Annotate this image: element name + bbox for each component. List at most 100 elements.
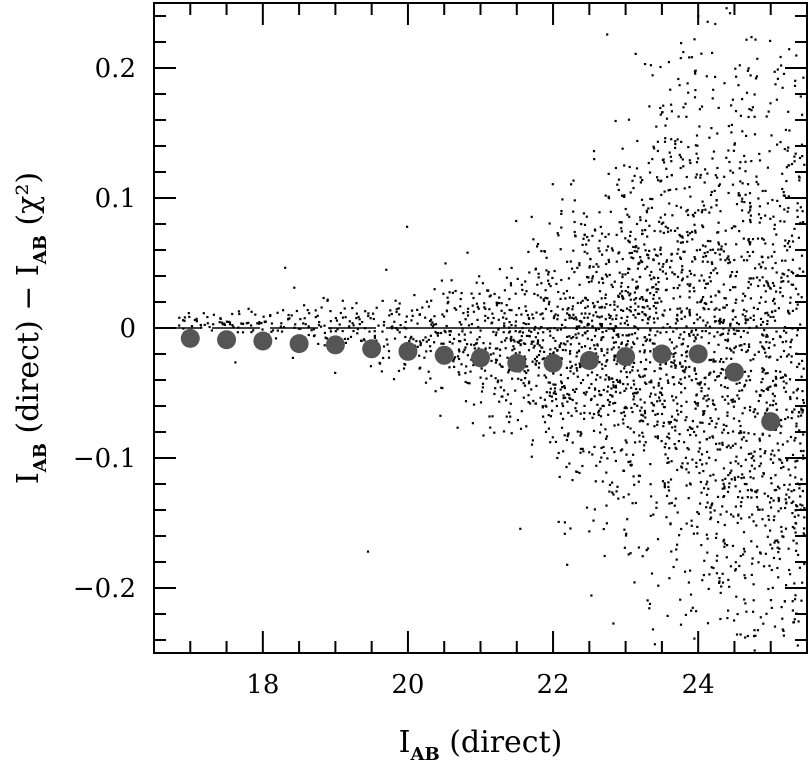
object-point xyxy=(539,396,542,399)
object-point xyxy=(729,322,732,325)
object-point xyxy=(569,360,572,363)
object-point xyxy=(756,629,760,632)
object-point xyxy=(719,334,722,337)
object-point xyxy=(737,192,740,195)
object-point xyxy=(647,161,650,165)
object-point xyxy=(553,390,556,393)
object-point xyxy=(779,291,782,294)
object-point xyxy=(685,115,688,118)
object-point xyxy=(536,332,540,335)
object-point xyxy=(751,238,755,241)
object-point xyxy=(650,278,653,281)
object-point xyxy=(772,399,775,402)
object-point xyxy=(787,353,790,356)
object-point xyxy=(250,331,253,334)
object-point xyxy=(654,301,657,304)
object-point xyxy=(626,383,629,386)
object-point xyxy=(719,513,722,516)
object-point xyxy=(734,485,737,488)
object-point xyxy=(687,448,690,451)
object-point xyxy=(787,164,790,167)
object-point xyxy=(592,429,596,432)
object-point xyxy=(738,64,741,67)
object-point xyxy=(569,370,572,373)
object-point xyxy=(786,275,789,278)
object-point xyxy=(503,339,507,342)
object-point xyxy=(799,323,802,326)
object-point xyxy=(666,227,669,230)
object-point xyxy=(567,307,570,310)
object-point xyxy=(551,276,554,280)
object-point xyxy=(773,344,776,347)
object-point xyxy=(802,367,805,370)
object-point xyxy=(451,291,454,294)
object-point xyxy=(505,304,508,307)
object-point xyxy=(702,204,705,207)
object-point xyxy=(740,477,743,480)
object-point xyxy=(282,309,285,312)
object-point xyxy=(220,321,224,324)
object-point xyxy=(534,268,537,271)
object-point xyxy=(735,633,739,636)
object-point xyxy=(685,400,688,403)
object-point xyxy=(368,330,371,333)
object-point xyxy=(734,67,737,70)
object-point xyxy=(717,243,721,246)
object-point xyxy=(764,300,767,303)
object-point xyxy=(408,339,411,342)
object-point xyxy=(550,310,553,313)
object-point xyxy=(663,482,666,485)
object-point xyxy=(682,250,685,253)
object-point xyxy=(344,341,347,344)
object-point xyxy=(772,556,776,560)
object-point xyxy=(598,306,601,309)
object-point xyxy=(753,433,756,436)
object-point xyxy=(509,402,512,405)
object-point xyxy=(750,489,753,492)
object-point xyxy=(700,336,703,339)
object-point xyxy=(429,345,432,348)
object-point xyxy=(530,388,533,391)
object-point xyxy=(445,310,449,313)
object-point xyxy=(448,366,451,369)
object-point xyxy=(793,227,796,230)
object-point xyxy=(774,83,777,86)
object-point xyxy=(770,568,773,572)
object-point xyxy=(706,450,709,453)
object-point xyxy=(680,271,683,274)
object-point xyxy=(792,539,795,542)
object-point xyxy=(685,484,688,487)
object-point xyxy=(478,292,481,295)
object-point xyxy=(595,263,598,266)
object-point xyxy=(708,436,711,439)
object-point xyxy=(650,495,653,498)
object-point xyxy=(774,261,777,265)
object-point xyxy=(784,417,787,421)
object-point xyxy=(733,400,736,403)
object-point xyxy=(675,188,678,191)
object-point xyxy=(526,365,529,368)
object-point xyxy=(236,331,239,334)
object-point xyxy=(491,415,494,418)
object-point xyxy=(379,362,382,365)
object-point xyxy=(754,38,757,41)
object-point xyxy=(552,392,555,395)
object-point xyxy=(680,140,683,143)
object-point xyxy=(620,230,623,233)
object-point xyxy=(582,450,585,453)
object-point xyxy=(697,450,700,453)
object-point xyxy=(627,286,630,289)
object-point xyxy=(693,96,697,99)
object-point xyxy=(773,297,776,300)
object-point xyxy=(500,309,503,312)
object-point xyxy=(483,302,486,305)
object-point xyxy=(746,69,749,72)
object-point xyxy=(737,397,741,400)
object-point xyxy=(620,281,623,285)
object-point xyxy=(722,320,725,323)
object-point xyxy=(600,363,604,366)
object-point xyxy=(752,306,755,309)
object-point xyxy=(614,384,617,387)
object-point xyxy=(639,219,642,222)
object-point xyxy=(634,246,637,249)
